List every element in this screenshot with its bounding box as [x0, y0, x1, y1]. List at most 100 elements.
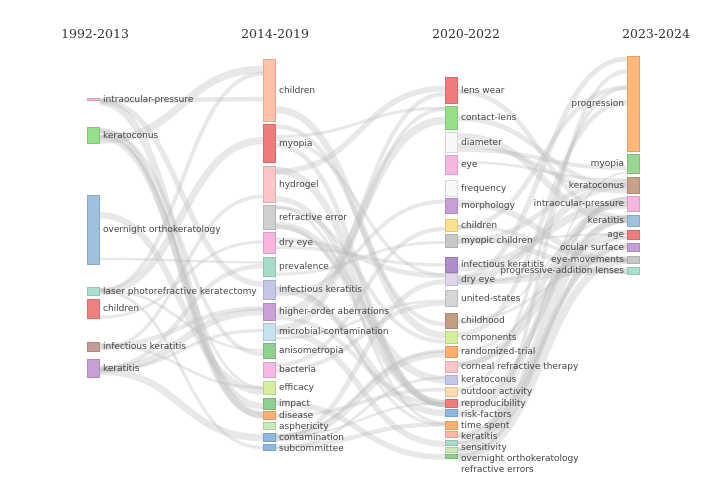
node-randomized-trial[interactable]: [445, 346, 458, 358]
flow-band: [275, 226, 446, 368]
node-outdoor-activity[interactable]: [445, 387, 458, 397]
node-label: sensitivity: [461, 442, 507, 453]
node-infectious-keratitis[interactable]: [87, 342, 100, 352]
node-subcommittee[interactable]: [263, 444, 276, 451]
flow-band: [457, 258, 628, 323]
node-label: children: [461, 220, 498, 231]
node-impact[interactable]: [263, 398, 276, 410]
node-label: intraocular-pressure: [103, 94, 194, 105]
flow-band: [457, 258, 628, 284]
node-label: laser photorefractive keratectomy: [103, 286, 257, 297]
flow-band: [99, 306, 264, 349]
node-efficacy[interactable]: [263, 381, 276, 395]
node-keratoconus[interactable]: [445, 375, 458, 385]
node-contamination[interactable]: [263, 433, 276, 442]
node-dry-eye[interactable]: [445, 273, 458, 286]
node-label: prevalence: [279, 262, 329, 272]
node-label: childhood: [461, 316, 505, 326]
flow-band: [457, 236, 628, 458]
node-label: time spent: [461, 420, 510, 431]
flow-band: [457, 200, 628, 368]
node-myopia[interactable]: [263, 124, 276, 163]
node-overnight-orthokeratology[interactable]: [87, 195, 100, 265]
flow-band: [275, 421, 446, 449]
node-united-states[interactable]: [445, 290, 458, 307]
flow-band: [457, 86, 628, 392]
node-hydrogel[interactable]: [263, 166, 276, 203]
node-eye-movements[interactable]: [627, 256, 640, 264]
node-label: eye: [461, 160, 478, 170]
node-diameter[interactable]: [445, 132, 458, 153]
node-lens-wear[interactable]: [445, 77, 458, 104]
node-keratitis[interactable]: [627, 215, 640, 227]
node-childhood[interactable]: [445, 313, 458, 329]
node-label: impact: [279, 399, 310, 409]
flow-band: [275, 116, 446, 317]
node-asphericity[interactable]: [263, 422, 276, 430]
node-morphology[interactable]: [445, 198, 458, 214]
node-overnight-orthokeratology[interactable]: [445, 447, 458, 453]
node-label: higher-order aberrations: [279, 307, 390, 317]
node-label: anisometropia: [279, 346, 344, 356]
node-higher-order-aberrations[interactable]: [263, 303, 276, 321]
node-children[interactable]: [445, 219, 458, 232]
node-label: refractive error: [279, 212, 347, 223]
node-progressive-addition-lenses[interactable]: [627, 267, 640, 275]
flow-band: [457, 116, 628, 189]
node-age[interactable]: [627, 230, 640, 240]
node-intraocular-pressure[interactable]: [627, 196, 640, 212]
node-children[interactable]: [87, 299, 100, 319]
node-disease[interactable]: [263, 411, 276, 420]
node-label: refractive errors: [461, 464, 534, 475]
node-children[interactable]: [263, 59, 276, 122]
flow-band: [457, 235, 628, 353]
node-infectious-keratitis[interactable]: [445, 257, 458, 273]
node-microbial-contamination[interactable]: [263, 323, 276, 341]
flow-band: [457, 267, 628, 286]
flow-band: [457, 160, 628, 182]
node-label: age: [607, 230, 624, 240]
node-label: myopia: [590, 159, 624, 169]
node-sensitivity[interactable]: [445, 440, 458, 446]
node-components[interactable]: [445, 331, 458, 344]
node-eye[interactable]: [445, 155, 458, 175]
node-keratitis[interactable]: [445, 431, 458, 438]
node-risk-factors[interactable]: [445, 409, 458, 417]
flow-band: [275, 387, 446, 418]
node-reproducibility[interactable]: [445, 399, 458, 408]
flow-band: [275, 350, 446, 437]
node-label: progression: [571, 99, 624, 109]
flow-band: [275, 376, 446, 450]
node-anisometropia[interactable]: [263, 343, 276, 359]
node-time-spent[interactable]: [445, 421, 458, 430]
flow-band: [99, 137, 264, 296]
flow-band: [457, 224, 628, 262]
flow-band: [275, 142, 446, 408]
node-label: frequency: [461, 183, 507, 194]
node-refractive-error[interactable]: [263, 205, 276, 230]
node-frequency[interactable]: [445, 180, 458, 197]
node-dry-eye[interactable]: [263, 232, 276, 254]
node-corneal-refractive-therapy[interactable]: [445, 361, 458, 373]
flow-band: [275, 299, 446, 340]
node-prevalence[interactable]: [263, 257, 276, 277]
flow-band: [275, 205, 446, 344]
node-bacteria[interactable]: [263, 362, 276, 378]
node-infectious-keratitis[interactable]: [263, 280, 276, 300]
node-myopic-children[interactable]: [445, 234, 458, 248]
node-keratoconus[interactable]: [87, 127, 100, 144]
node-label: children: [103, 304, 140, 314]
node-keratoconus[interactable]: [627, 177, 640, 194]
node-ocular-surface[interactable]: [627, 243, 640, 252]
node-label: contamination: [279, 432, 344, 443]
node-keratitis[interactable]: [87, 359, 100, 378]
node-contact-lens[interactable]: [445, 106, 458, 130]
node-label: contact-lens: [461, 113, 517, 123]
node-progression[interactable]: [627, 56, 640, 152]
node-laser-photorefractive-keratectomy[interactable]: [87, 287, 100, 296]
node-intraocular-pressure[interactable]: [87, 98, 100, 101]
node-myopia[interactable]: [627, 154, 640, 174]
flow-band: [99, 308, 264, 374]
node-refractive-errors[interactable]: [445, 454, 458, 459]
